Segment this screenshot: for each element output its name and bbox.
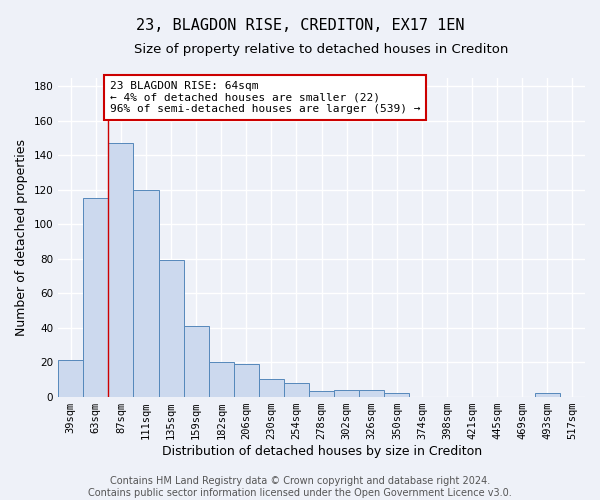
Bar [83,198,109,396]
Bar [309,392,334,396]
Bar [359,390,385,396]
Title: Size of property relative to detached houses in Crediton: Size of property relative to detached ho… [134,42,509,56]
Bar [385,393,409,396]
Bar [334,390,359,396]
Bar [234,364,259,396]
Bar [209,362,234,396]
Bar [259,380,284,396]
Text: 23 BLAGDON RISE: 64sqm
← 4% of detached houses are smaller (22)
96% of semi-deta: 23 BLAGDON RISE: 64sqm ← 4% of detached … [110,81,420,114]
Bar [158,260,184,396]
Text: Contains HM Land Registry data © Crown copyright and database right 2024.
Contai: Contains HM Land Registry data © Crown c… [88,476,512,498]
Bar [133,190,158,396]
Y-axis label: Number of detached properties: Number of detached properties [15,138,28,336]
Text: 23, BLAGDON RISE, CREDITON, EX17 1EN: 23, BLAGDON RISE, CREDITON, EX17 1EN [136,18,464,32]
Bar [535,393,560,396]
Bar [58,360,83,396]
X-axis label: Distribution of detached houses by size in Crediton: Distribution of detached houses by size … [161,444,482,458]
Bar [109,143,133,397]
Bar [184,326,209,396]
Bar [284,383,309,396]
